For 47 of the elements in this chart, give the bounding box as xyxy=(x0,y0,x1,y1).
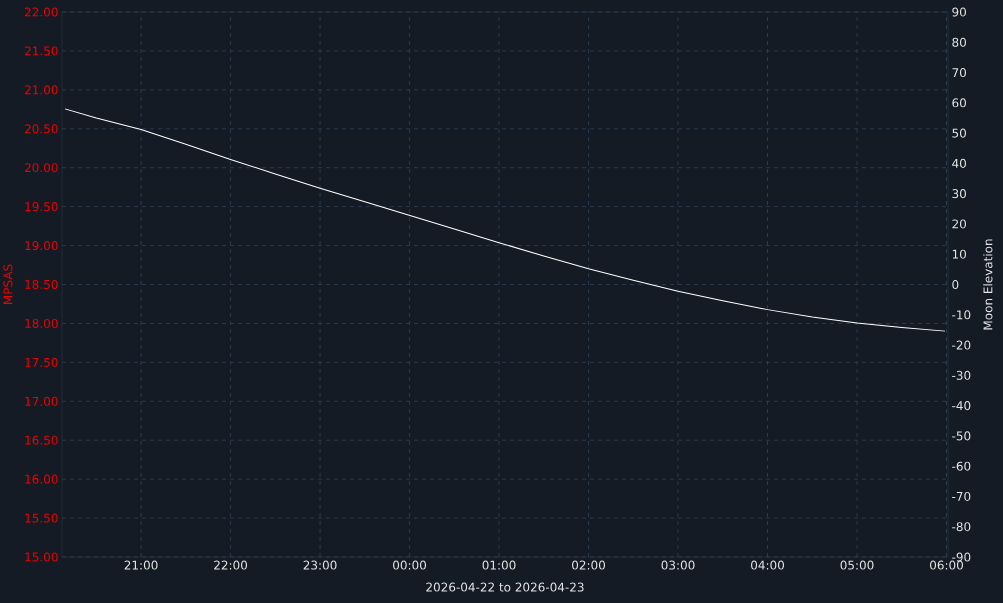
x-tick-label: 21:00 xyxy=(124,560,158,570)
y-tick-label: 15.00 xyxy=(25,552,58,562)
y2-tick-label: 10 xyxy=(952,249,967,259)
y2-axis-title: Moon Elevation xyxy=(983,239,993,330)
y-tick-label: 15.50 xyxy=(25,513,58,523)
y2-tick-label: 50 xyxy=(952,128,967,138)
y-tick-label: 20.00 xyxy=(25,163,58,173)
x-tick-label: 00:00 xyxy=(393,560,427,570)
x-tick-label: 23:00 xyxy=(303,560,337,570)
y2-tick-label: 60 xyxy=(952,98,967,108)
y2-tick-label: 0 xyxy=(952,279,959,290)
y2-tick-label: -50 xyxy=(952,431,971,441)
y-tick-label: 22.00 xyxy=(25,7,58,17)
y2-tick-label: 80 xyxy=(952,37,967,47)
y-tick-label: 16.00 xyxy=(25,474,58,484)
y2-tick-label: -10 xyxy=(952,310,971,320)
x-tick-label: 04:00 xyxy=(751,560,785,570)
y-tick-label: 19.00 xyxy=(25,241,58,251)
y2-tick-label: -60 xyxy=(952,461,971,471)
y-tick-label: 17.50 xyxy=(25,357,58,367)
x-tick-label: 22:00 xyxy=(214,560,248,570)
y2-tick-label: 70 xyxy=(952,68,967,78)
y2-tick-label: -90 xyxy=(952,552,971,562)
y-tick-label: 19.50 xyxy=(25,202,58,212)
y-axis-title: MPSAS xyxy=(3,264,13,304)
x-tick-label: 02:00 xyxy=(572,560,606,570)
y-tick-label: 21.50 xyxy=(25,46,58,56)
y2-tick-label: -70 xyxy=(952,491,971,501)
y2-tick-label: 20 xyxy=(952,219,967,229)
y2-tick-label: -20 xyxy=(952,340,971,350)
y2-tick-label: -40 xyxy=(952,401,971,411)
x-axis-title: 2026-04-22 to 2026-04-23 xyxy=(426,582,584,592)
y2-tick-label: -30 xyxy=(952,370,971,380)
y2-tick-label: 40 xyxy=(952,158,967,168)
y-tick-label: 18.50 xyxy=(25,279,58,290)
y2-tick-label: -80 xyxy=(952,522,971,532)
x-tick-label: 05:00 xyxy=(840,560,874,570)
y-tick-label: 21.00 xyxy=(25,85,58,95)
x-tick-label: 01:00 xyxy=(482,560,516,570)
y-tick-label: 18.00 xyxy=(25,318,58,328)
y2-tick-label: 30 xyxy=(952,189,967,199)
y-tick-label: 17.00 xyxy=(25,396,58,406)
y-tick-label: 20.50 xyxy=(25,124,58,134)
x-tick-label: 03:00 xyxy=(661,560,695,570)
y-tick-label: 16.50 xyxy=(25,435,58,445)
x-tick-label: 06:00 xyxy=(930,560,963,570)
y2-tick-label: 90 xyxy=(952,7,967,17)
